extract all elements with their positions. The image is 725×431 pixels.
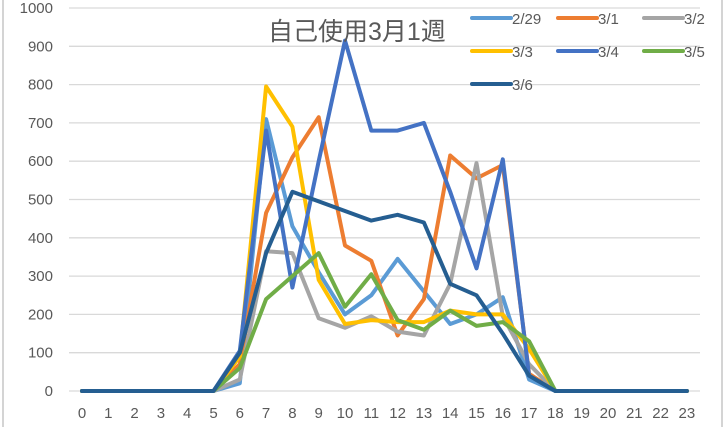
- series-line-2-29: [80, 117, 689, 393]
- x-tick-label: 6: [236, 405, 244, 422]
- legend-item: 3/6: [470, 77, 533, 94]
- y-tick-label: 200: [28, 306, 53, 323]
- legend-label: 3/3: [512, 44, 533, 61]
- x-tick-label: 11: [364, 405, 380, 422]
- y-tick-label: 0: [45, 383, 53, 400]
- legend-label: 3/6: [512, 77, 533, 94]
- gridlines: [69, 7, 700, 392]
- x-tick-label: 18: [547, 405, 564, 422]
- y-tick-label: 500: [28, 192, 53, 209]
- y-tick-label: 300: [28, 268, 53, 285]
- x-tick-label: 15: [468, 405, 485, 422]
- x-tick-label: 3: [157, 405, 165, 422]
- x-tick-label: 19: [573, 405, 590, 422]
- x-tick-label: 9: [315, 405, 323, 422]
- series-line-3-6: [80, 189, 689, 393]
- x-tick-label: 2: [130, 405, 138, 422]
- y-axis: 0 100 200 300 400 500 600 700 800 900 1000: [20, 0, 53, 400]
- spreadsheet-cell-border-right: [721, 0, 723, 427]
- legend-item: 3/5: [642, 44, 705, 61]
- series-lines: [80, 38, 689, 393]
- x-tick-label: 13: [416, 405, 433, 422]
- chart-title: 自己使用3月1週: [268, 18, 446, 46]
- legend-label: 2/29: [512, 11, 541, 28]
- x-tick-label: 1: [104, 405, 112, 422]
- x-tick-label: 8: [288, 405, 296, 422]
- x-tick-label: 14: [442, 405, 459, 422]
- y-tick-label: 1000: [20, 0, 53, 17]
- legend-label: 3/4: [598, 44, 619, 61]
- spreadsheet-cell-border-left: [2, 0, 4, 427]
- x-tick-label: 12: [389, 405, 406, 422]
- y-tick-label: 800: [28, 77, 53, 94]
- legend-item: 2/29: [470, 11, 541, 28]
- legend-item: 3/4: [556, 44, 619, 61]
- y-tick-label: 900: [28, 38, 53, 55]
- x-tick-label: 20: [600, 405, 617, 422]
- y-tick-label: 100: [28, 345, 53, 362]
- x-tick-label: 21: [626, 405, 643, 422]
- legend-item: 3/2: [642, 11, 705, 28]
- x-tick-label: 4: [183, 405, 191, 422]
- x-tick-label: 23: [679, 405, 696, 422]
- y-tick-label: 600: [28, 153, 53, 170]
- legend-item: 3/1: [556, 11, 619, 28]
- x-tick-label: 7: [262, 405, 270, 422]
- legend: 2/29 3/1 3/2 3/3 3/4 3/5 3/6: [470, 11, 705, 94]
- x-tick-label: 0: [78, 405, 86, 422]
- legend-label: 3/1: [598, 11, 619, 28]
- legend-label: 3/2: [684, 11, 705, 28]
- x-tick-label: 5: [209, 405, 217, 422]
- x-tick-label: 16: [494, 405, 511, 422]
- y-tick-label: 400: [28, 230, 53, 247]
- x-tick-label: 10: [337, 405, 354, 422]
- x-tick-label: 17: [521, 405, 538, 422]
- series-line-3-1: [80, 115, 689, 393]
- y-tick-label: 700: [28, 115, 53, 132]
- x-axis: 0 1 2 3 4 5 6 7 8 9 10 11 12 13 14 15 16 17 18 19 20 21 22 23: [78, 405, 695, 422]
- x-tick-label: 22: [652, 405, 669, 422]
- legend-item: 3/3: [470, 44, 533, 61]
- legend-label: 3/5: [684, 44, 705, 61]
